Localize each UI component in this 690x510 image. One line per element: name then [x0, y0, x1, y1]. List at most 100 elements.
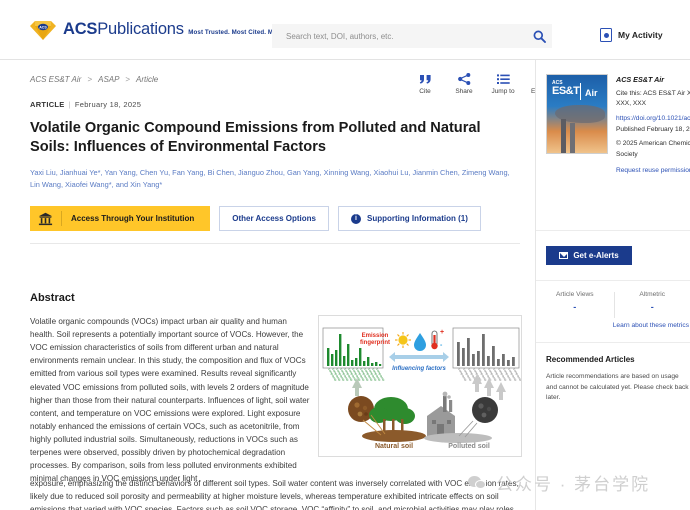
recommended-articles-heading: Recommended Articles [546, 355, 635, 364]
page-title: Volatile Organic Compound Emissions from… [30, 120, 481, 156]
svg-text:compound: compound [457, 368, 468, 382]
sidebar-copyright: © 2025 American Chemical Society [616, 140, 690, 159]
get-e-alerts-label: Get e-Alerts [573, 251, 619, 260]
metric-value: - [573, 302, 577, 312]
jump-to-label: Jump to [491, 88, 515, 95]
article-sidebar: ACS ES&T Air ACS ES&T Air Cite this: ACS… [535, 60, 690, 510]
supporting-information-button[interactable]: i Supporting Information (1) [338, 206, 481, 231]
svg-text:compound: compound [343, 368, 354, 382]
abstract-text-full: exposure, emphasizing the distinct behav… [30, 479, 519, 510]
svg-text:compound: compound [492, 368, 503, 382]
kicker-separator: | [68, 100, 71, 109]
svg-text:compound: compound [335, 368, 346, 382]
logo-tagline: Most Trusted. Most Cited. Most Read. [188, 29, 302, 36]
metric-label: Altmetric [639, 291, 666, 298]
breadcrumb-item-asap[interactable]: ASAP [98, 75, 120, 84]
search-bar[interactable] [272, 24, 552, 48]
svg-text:compound: compound [351, 368, 362, 382]
svg-text:ACS: ACS [39, 25, 47, 29]
svg-text:Natural soil: Natural soil [375, 443, 413, 450]
svg-text:Influencing factors: Influencing factors [392, 366, 446, 372]
other-access-label: Other Access Options [232, 214, 316, 223]
svg-text:fingerprint: fingerprint [360, 340, 390, 346]
user-card-icon [600, 28, 612, 42]
article-header: ARTICLE | February 18, 2025 Volatile Organ… [30, 100, 521, 191]
wechat-icon [468, 475, 487, 491]
search-icon[interactable] [526, 30, 552, 43]
list-icon [490, 72, 516, 86]
publication-date: February 18, 2025 [74, 100, 142, 109]
svg-text:compound: compound [462, 368, 473, 382]
journal-cover-image[interactable]: ACS ES&T Air [546, 74, 608, 154]
metric-altmetric: Altmetric - [613, 291, 690, 318]
svg-text:+: + [440, 329, 444, 336]
my-activity-button[interactable]: My Activity [600, 28, 663, 42]
cover-smokestack [561, 119, 566, 153]
svg-text:compound: compound [355, 368, 366, 382]
button-divider [61, 211, 62, 226]
abstract-text-column: Volatile organic compounds (VOCs) impact… [30, 317, 310, 484]
other-access-options-button[interactable]: Other Access Options [219, 206, 329, 231]
access-institution-label: Access Through Your Institution [71, 214, 195, 223]
svg-text:Emission: Emission [362, 333, 389, 339]
section-divider [30, 243, 520, 244]
graphical-abstract[interactable]: Emission fingerprint compound compound c… [318, 315, 522, 457]
article-type-label: ARTICLE [30, 100, 65, 109]
svg-text:compound: compound [331, 368, 342, 382]
metric-article-views: Article Views - [536, 291, 614, 312]
doi-link[interactable]: https://doi.org/10.1021/acsestair.4c... [616, 115, 690, 122]
published-date: Published February 18, 2025 [616, 125, 690, 133]
get-e-alerts-button[interactable]: Get e-Alerts [546, 246, 632, 265]
quote-icon [412, 72, 438, 86]
learn-about-metrics-link[interactable]: Learn about these metrics [612, 322, 689, 329]
breadcrumb-separator: > [87, 75, 93, 84]
article-action-toolbar: Cite Share [412, 72, 555, 95]
info-circle-icon: i [351, 213, 361, 224]
svg-text:compound: compound [477, 368, 488, 382]
svg-text:compound: compound [371, 368, 382, 382]
breadcrumb-separator: > [125, 75, 131, 84]
svg-text:compound: compound [472, 368, 483, 382]
cover-title: ACS ES&T [552, 80, 580, 98]
svg-text:compound: compound [367, 368, 378, 382]
svg-text:-: - [440, 342, 443, 349]
my-activity-label: My Activity [618, 30, 663, 40]
cover-est-text: ES&T [552, 85, 580, 98]
cite-button[interactable]: Cite [412, 72, 438, 95]
svg-text:compound: compound [339, 368, 350, 382]
metrics-panel: Article Views - Altmetric - [536, 280, 690, 318]
top-header-bar: ACS ACSPublications Most Trusted. Most C… [0, 0, 690, 60]
svg-text:compound: compound [502, 368, 513, 382]
svg-text:compound: compound [375, 368, 386, 382]
request-reuse-permissions-link[interactable]: Request reuse permissions [616, 166, 690, 174]
author-list[interactable]: Yaxi Liu, Jianhuai Ye*, Yan Yang, Chen Y… [30, 167, 510, 189]
supporting-information-label: Supporting Information (1) [367, 214, 468, 223]
cover-smoke-plume [555, 105, 605, 123]
share-button[interactable]: Share [451, 72, 477, 95]
svg-text:Polluted soil: Polluted soil [448, 443, 490, 450]
share-icon [451, 72, 477, 86]
cover-rule [580, 83, 581, 100]
metric-value: - [650, 302, 654, 312]
svg-text:compound: compound [467, 368, 478, 382]
svg-text:compound: compound [482, 368, 493, 382]
svg-text:compound: compound [507, 368, 518, 382]
journal-name: ACS ES&T Air [616, 75, 665, 84]
svg-text:compound: compound [359, 368, 370, 382]
metric-label: Article Views [555, 291, 594, 298]
svg-text:compound: compound [327, 368, 338, 382]
svg-text:compound: compound [512, 368, 522, 382]
search-input[interactable] [272, 30, 526, 42]
acs-publications-logo[interactable]: ACS ACSPublications Most Trusted. Most C… [30, 19, 302, 41]
svg-text:compound: compound [363, 368, 374, 382]
jump-to-button[interactable]: Jump to [490, 72, 516, 95]
breadcrumb-item-article[interactable]: Article [136, 75, 159, 84]
watermark-text: 公众号 · 茅台学院 [496, 475, 651, 494]
cover-acs-text: ACS [552, 80, 563, 86]
article-type-line: ARTICLE | February 18, 2025 [30, 100, 521, 109]
breadcrumb-item-journal[interactable]: ACS ES&T Air [30, 75, 82, 84]
cite-label: Cite [419, 88, 431, 95]
journal-metadata: ACS ES&T Air Cite this: ACS ES&T Air X XX… [616, 74, 690, 176]
access-through-institution-button[interactable]: Access Through Your Institution [30, 206, 211, 231]
